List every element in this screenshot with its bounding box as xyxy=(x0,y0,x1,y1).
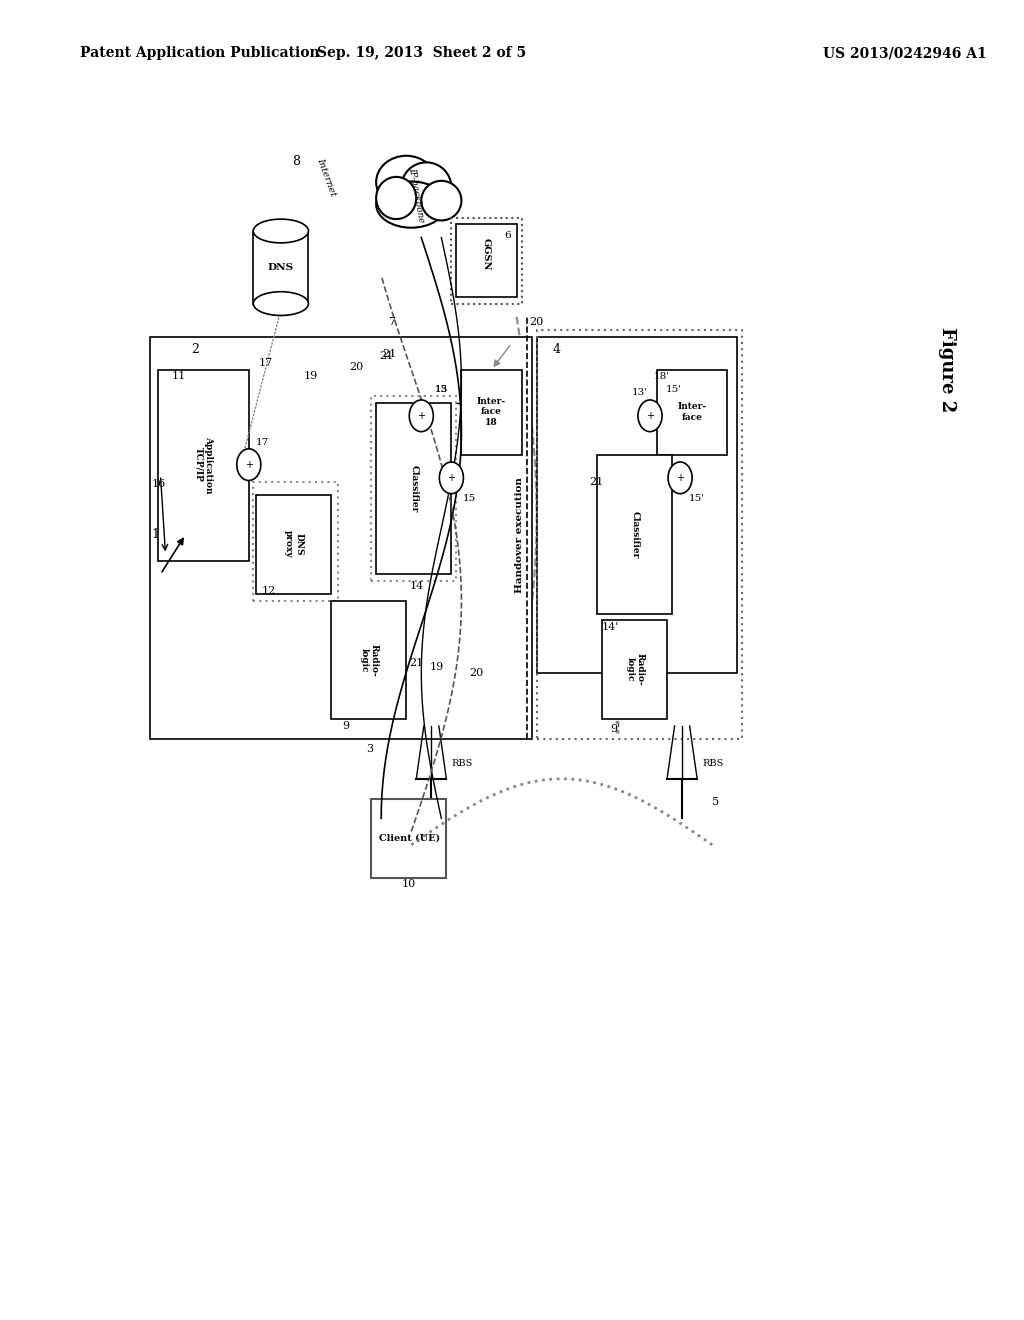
FancyBboxPatch shape xyxy=(537,337,737,673)
Text: DNS
proxy: DNS proxy xyxy=(285,531,303,557)
Text: 13: 13 xyxy=(435,385,447,393)
Text: +: + xyxy=(245,459,253,470)
Ellipse shape xyxy=(253,219,308,243)
FancyBboxPatch shape xyxy=(253,231,308,304)
FancyBboxPatch shape xyxy=(602,620,667,719)
Text: GGSN: GGSN xyxy=(482,238,490,271)
Text: 5: 5 xyxy=(713,797,719,808)
Ellipse shape xyxy=(253,292,308,315)
Text: 4: 4 xyxy=(553,343,561,356)
Ellipse shape xyxy=(376,177,417,219)
Text: Client (UE): Client (UE) xyxy=(379,834,440,842)
Text: +: + xyxy=(447,473,456,483)
Circle shape xyxy=(410,400,433,432)
Text: 18': 18' xyxy=(654,372,670,380)
Text: Radio-
logic: Radio- logic xyxy=(359,644,379,676)
FancyBboxPatch shape xyxy=(457,224,516,297)
Text: 15': 15' xyxy=(666,385,682,393)
Text: Classifier: Classifier xyxy=(410,465,419,512)
Text: +: + xyxy=(676,473,684,483)
Text: 19: 19 xyxy=(429,661,443,672)
Text: 15: 15 xyxy=(463,495,476,503)
Text: RBS: RBS xyxy=(702,759,724,768)
Text: 19: 19 xyxy=(304,371,318,381)
Text: US 2013/0242946 A1: US 2013/0242946 A1 xyxy=(822,46,986,61)
FancyBboxPatch shape xyxy=(151,337,531,739)
Text: Classifier: Classifier xyxy=(631,511,639,558)
Text: DNS: DNS xyxy=(268,263,294,272)
Text: Inter-
face: Inter- face xyxy=(678,403,707,421)
Text: 3: 3 xyxy=(367,744,374,755)
Text: 21: 21 xyxy=(382,348,396,359)
Text: 21: 21 xyxy=(379,351,393,362)
FancyBboxPatch shape xyxy=(597,455,672,614)
Text: RBS: RBS xyxy=(452,759,473,768)
Text: +: + xyxy=(646,411,654,421)
Text: 12: 12 xyxy=(262,586,275,597)
Text: 9: 9 xyxy=(342,721,349,731)
Text: 11: 11 xyxy=(171,371,185,381)
Text: Patent Application Publication: Patent Application Publication xyxy=(80,46,319,61)
Text: 15': 15' xyxy=(689,495,706,503)
Ellipse shape xyxy=(376,156,436,209)
Text: 9': 9' xyxy=(609,723,620,734)
Text: 20: 20 xyxy=(469,668,483,678)
Text: Sep. 19, 2013  Sheet 2 of 5: Sep. 19, 2013 Sheet 2 of 5 xyxy=(316,46,526,61)
Circle shape xyxy=(668,462,692,494)
Text: 17: 17 xyxy=(259,358,272,368)
Text: Application
TCP/IP: Application TCP/IP xyxy=(194,436,213,494)
Text: Radio-
logic: Radio- logic xyxy=(626,653,645,685)
Circle shape xyxy=(638,400,663,432)
Text: 14': 14' xyxy=(601,622,618,632)
Text: 20: 20 xyxy=(529,317,544,327)
Ellipse shape xyxy=(421,181,462,220)
Text: 10: 10 xyxy=(402,879,417,890)
FancyBboxPatch shape xyxy=(159,370,249,561)
Text: 2: 2 xyxy=(191,343,200,356)
FancyBboxPatch shape xyxy=(376,403,452,574)
Text: Internet: Internet xyxy=(315,157,337,197)
Text: 8: 8 xyxy=(292,154,300,168)
FancyBboxPatch shape xyxy=(331,601,407,719)
Circle shape xyxy=(237,449,261,480)
FancyBboxPatch shape xyxy=(657,370,727,455)
FancyBboxPatch shape xyxy=(462,370,521,455)
Text: 21: 21 xyxy=(410,657,423,668)
Text: 7: 7 xyxy=(388,317,394,327)
Circle shape xyxy=(439,462,464,494)
Text: 21: 21 xyxy=(590,477,604,487)
Text: +: + xyxy=(418,411,425,421)
FancyBboxPatch shape xyxy=(371,799,446,878)
Text: 6: 6 xyxy=(504,231,511,240)
Text: 14: 14 xyxy=(410,581,423,591)
FancyBboxPatch shape xyxy=(256,495,331,594)
Ellipse shape xyxy=(376,181,446,227)
Text: 20: 20 xyxy=(349,362,364,372)
Text: 13': 13' xyxy=(632,388,648,396)
Ellipse shape xyxy=(401,162,452,213)
Text: 17: 17 xyxy=(256,438,269,446)
Text: Figure 2: Figure 2 xyxy=(938,327,955,412)
Text: Handover execution: Handover execution xyxy=(515,477,524,593)
Text: 15: 15 xyxy=(435,385,447,393)
Text: Inter-
face
18: Inter- face 18 xyxy=(477,397,506,426)
Text: IP-backbone: IP-backbone xyxy=(407,168,426,223)
Text: 16: 16 xyxy=(152,479,166,490)
Text: 1: 1 xyxy=(152,528,160,541)
